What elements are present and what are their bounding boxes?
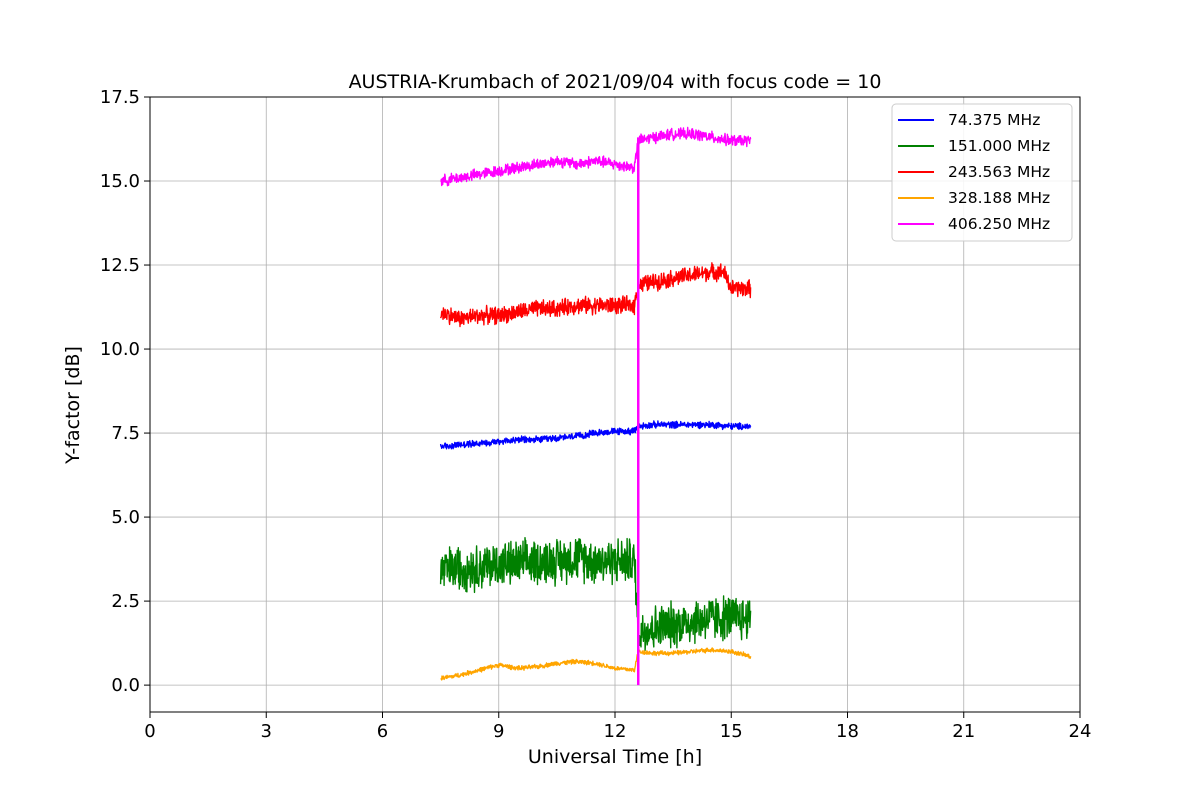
chart-title: AUSTRIA-Krumbach of 2021/09/04 with focu…: [349, 71, 882, 93]
x-tick-label: 9: [493, 721, 504, 742]
y-tick-label: 5.0: [111, 507, 140, 528]
series-line-1: [439, 537, 752, 651]
legend-label: 328.188 MHz: [948, 189, 1050, 207]
y-tick-label: 7.5: [111, 423, 140, 444]
y-axis-ticks: 0.0 2.5 5.0 7.5 10.0 12.5 15.0 17.5: [100, 87, 150, 696]
y-tick-label: 12.5: [100, 255, 140, 276]
y-tick-label: 17.5: [100, 87, 140, 108]
y-tick-label: 15.0: [100, 171, 140, 192]
x-tick-label: 15: [720, 721, 743, 742]
x-tick-label: 12: [604, 721, 627, 742]
series-line-3: [440, 647, 752, 681]
x-tick-label: 3: [261, 721, 272, 742]
legend-label: 74.375 MHz: [948, 111, 1040, 129]
y-axis-label: Y-factor [dB]: [62, 346, 84, 465]
legend-box: [891, 103, 1073, 242]
x-tick-label: 24: [1069, 721, 1092, 742]
series-line-2: [439, 262, 752, 328]
x-tick-label: 18: [836, 721, 859, 742]
x-axis-ticks: 0 3 6 9 12 15 18 21 24: [144, 712, 1091, 742]
x-tick-label: 6: [377, 721, 388, 742]
legend-label: 406.250 MHz: [948, 215, 1050, 233]
x-tick-label: 0: [144, 721, 155, 742]
y-tick-label: 0.0: [111, 675, 140, 696]
series-line-4: [440, 126, 752, 187]
x-tick-label: 21: [952, 721, 975, 742]
x-axis-label: Universal Time [h]: [528, 746, 702, 768]
y-tick-label: 2.5: [111, 591, 140, 612]
y-tick-label: 10.0: [100, 339, 140, 360]
legend-label: 151.000 MHz: [948, 137, 1050, 155]
legend-label: 243.563 MHz: [948, 163, 1050, 181]
legend: 74.375 MHz 151.000 MHz 243.563 MHz 328.188 …: [891, 103, 1073, 242]
series-layer: [439, 126, 752, 681]
series-line-0: [439, 420, 752, 450]
